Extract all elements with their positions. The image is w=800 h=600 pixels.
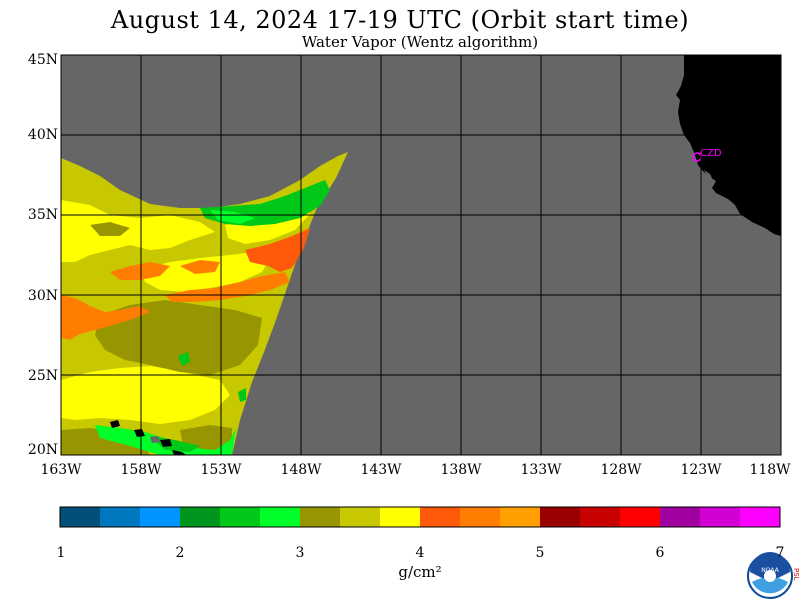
colorbar-tick-label: 6: [655, 545, 665, 561]
lat-label: 45N: [27, 52, 58, 68]
lon-label: 133W: [520, 462, 562, 478]
swath-patch-3-mid: [95, 300, 262, 375]
colorbar-swatch: [420, 507, 461, 527]
colorbar-tick-label: 4: [415, 545, 425, 561]
swath-patch-3-north: [90, 222, 130, 236]
colorbar-swatch: [540, 507, 581, 527]
lon-label: 153W: [200, 462, 242, 478]
colorbar-swatch: [460, 507, 501, 527]
lon-label: 118W: [749, 462, 791, 478]
land-mass: [676, 55, 781, 236]
lon-label: 148W: [280, 462, 322, 478]
colorbar-border: [59, 506, 781, 528]
lat-label: 40N: [27, 127, 58, 143]
hawaii-island-oahu: [134, 429, 145, 437]
colorbar-swatch: [260, 507, 301, 527]
noaa-logo-bird: [764, 570, 776, 582]
lat-label: 35N: [27, 207, 58, 223]
lon-label: 143W: [360, 462, 402, 478]
colorbar-swatch: [740, 507, 781, 527]
hawaii-island-gray: [150, 436, 160, 443]
colorbar-tick-label: 3: [295, 545, 305, 561]
hawaii-island-maui: [160, 439, 172, 447]
noaa-logo-top: [750, 552, 790, 582]
station-label: CZD: [700, 148, 722, 159]
colorbar-swatch: [620, 507, 661, 527]
swath-band-4.5-north2: [180, 260, 220, 274]
swath-band-4.5-east: [245, 228, 310, 272]
swath-green-fleck-1: [178, 352, 190, 366]
swath-green-fleck-2: [238, 388, 246, 402]
map-subtitle: Water Vapor (Wentz algorithm): [301, 33, 539, 51]
colorbar-swatch: [700, 507, 741, 527]
map-border: [60, 54, 782, 456]
colorbar-tick-label: 1: [56, 545, 66, 561]
swath-patch-4-south: [61, 366, 230, 424]
map-panel: CZD: [60, 54, 782, 456]
swath-band-4.5-west: [61, 295, 150, 340]
colorbar-swatch: [500, 507, 541, 527]
colorbar-swatch: [660, 507, 701, 527]
swath-band-4.5-north: [110, 262, 170, 280]
colorbar-swatch: [140, 507, 181, 527]
lon-label: 138W: [440, 462, 482, 478]
colorbar-tick-label: 2: [175, 545, 185, 561]
colorbar-swatch: [340, 507, 381, 527]
lon-label: 158W: [120, 462, 162, 478]
colorbar-unit: g/cm²: [398, 563, 442, 581]
colorbar: [60, 507, 781, 527]
psl-side-text: PSL: [792, 568, 800, 581]
noaa-logo-text: NOAA: [761, 567, 779, 574]
lon-label: 128W: [600, 462, 642, 478]
lon-label: 123W: [680, 462, 722, 478]
map-grid: [61, 55, 781, 455]
colorbar-tick-label: 7: [775, 545, 785, 561]
lon-label: 163W: [40, 462, 82, 478]
colorbar-swatch: [380, 507, 421, 527]
colorbar-swatch: [60, 507, 101, 527]
colorbar-swatch: [220, 507, 261, 527]
colorbar-swatch: [300, 507, 341, 527]
colorbar-tick-label: 5: [535, 545, 545, 561]
map-title: August 14, 2024 17-19 UTC (Orbit start t…: [110, 6, 690, 34]
land-inlet: [704, 170, 713, 180]
hawaii-island-kauai: [110, 420, 120, 428]
lat-label: 20N: [27, 442, 58, 458]
colorbar-swatch: [100, 507, 141, 527]
noaa-logo-wave: [752, 577, 788, 594]
hawaii-island-big: [172, 450, 186, 455]
lat-label: 25N: [27, 368, 58, 384]
colorbar-swatch: [580, 507, 621, 527]
colorbar-swatch: [180, 507, 221, 527]
noaa-logo: NOAA: [747, 552, 793, 599]
swath-patch-3-southwest: [61, 428, 150, 455]
lat-label: 30N: [27, 288, 58, 304]
